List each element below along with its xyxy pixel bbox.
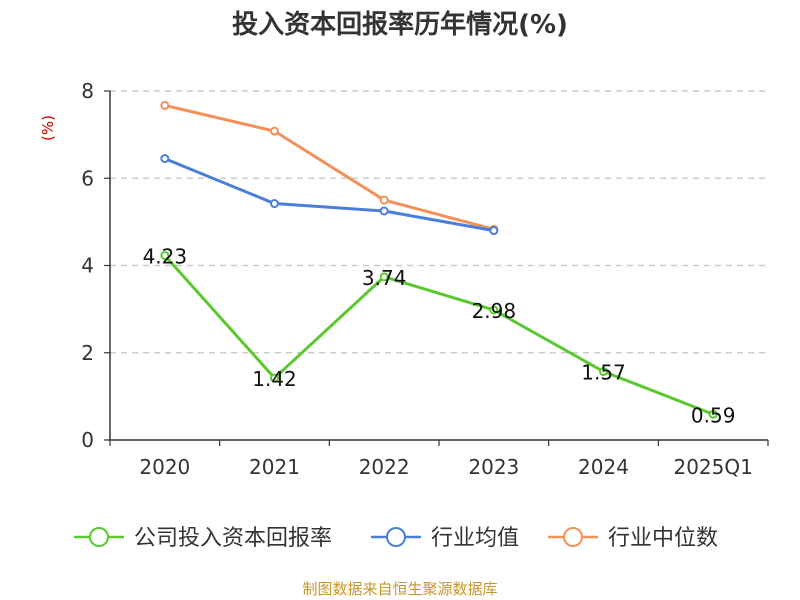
y-tick-label-4: 4 xyxy=(81,254,94,278)
series-2-point-2022 xyxy=(379,195,389,205)
legend-marker-0 xyxy=(89,527,109,547)
axes: 0 2 4 6 8 2020 2021 2022 2023 2024 2025Q1 (%) xyxy=(39,79,769,479)
series-0-point-2025Q1 xyxy=(708,409,718,419)
series-1-point-2022 xyxy=(379,206,389,216)
series-0-point-2021 xyxy=(270,373,279,383)
series-0-point-2024 xyxy=(599,367,608,377)
chart-title: 投入资本回报率历年情况(%) xyxy=(232,10,568,40)
legend-item-1[interactable]: 行业均值 xyxy=(371,526,519,551)
series-1-point-2021 xyxy=(270,199,279,209)
series-line-2 xyxy=(164,103,495,231)
y-tick-label-8: 8 xyxy=(81,79,94,103)
y-tick-label-2: 2 xyxy=(81,341,94,365)
series-0-point-2022 xyxy=(379,272,389,282)
series-lines xyxy=(160,100,718,419)
data-label-2022: 3.74 xyxy=(362,266,407,290)
legend-label-1: 行业均值 xyxy=(431,526,519,551)
x-tick-label-2025Q1: 2025Q1 xyxy=(673,455,752,479)
data-label-2025Q1: 0.59 xyxy=(691,403,736,427)
legend-marker-2 xyxy=(563,527,583,547)
data-labels: 4.23 1.42 3.74 2.98 1.57 0.59 xyxy=(143,244,736,427)
data-label-2021: 1.42 xyxy=(252,367,297,391)
series-0-point-2020 xyxy=(160,250,170,260)
legend-label-0: 公司投入资本回报率 xyxy=(134,526,332,551)
legend-item-0[interactable]: 公司投入资本回报率 xyxy=(74,526,332,551)
series-2-point-2020 xyxy=(160,100,170,110)
series-1-point-2023 xyxy=(489,226,499,236)
x-tick-label-2021: 2021 xyxy=(249,455,300,479)
y-tick-label-6: 6 xyxy=(81,166,94,190)
series-2-point-2021 xyxy=(270,126,279,136)
data-label-2024: 1.57 xyxy=(581,361,626,385)
x-tick-label-2024: 2024 xyxy=(578,455,629,479)
y-axis-label: (%) xyxy=(39,115,57,141)
series-1-point-2020 xyxy=(160,154,170,164)
x-tick-label-2022: 2022 xyxy=(359,455,410,479)
legend: 公司投入资本回报率 行业均值 行业中位数 xyxy=(74,526,718,551)
y-tick-label-0: 0 xyxy=(81,428,94,452)
legend-marker-1 xyxy=(386,527,406,547)
legend-label-2: 行业中位数 xyxy=(608,526,718,551)
series-line-1 xyxy=(164,157,495,233)
series-0-point-2023 xyxy=(489,305,499,315)
legend-item-2[interactable]: 行业中位数 xyxy=(548,526,718,551)
x-tick-label-2020: 2020 xyxy=(139,455,190,479)
source-note: 制图数据来自恒生聚源数据库 xyxy=(302,580,498,598)
data-label-2020: 4.23 xyxy=(143,244,188,268)
data-label-2023: 2.98 xyxy=(472,299,517,323)
series-line-0 xyxy=(163,254,714,416)
x-tick-label-2023: 2023 xyxy=(468,455,519,479)
